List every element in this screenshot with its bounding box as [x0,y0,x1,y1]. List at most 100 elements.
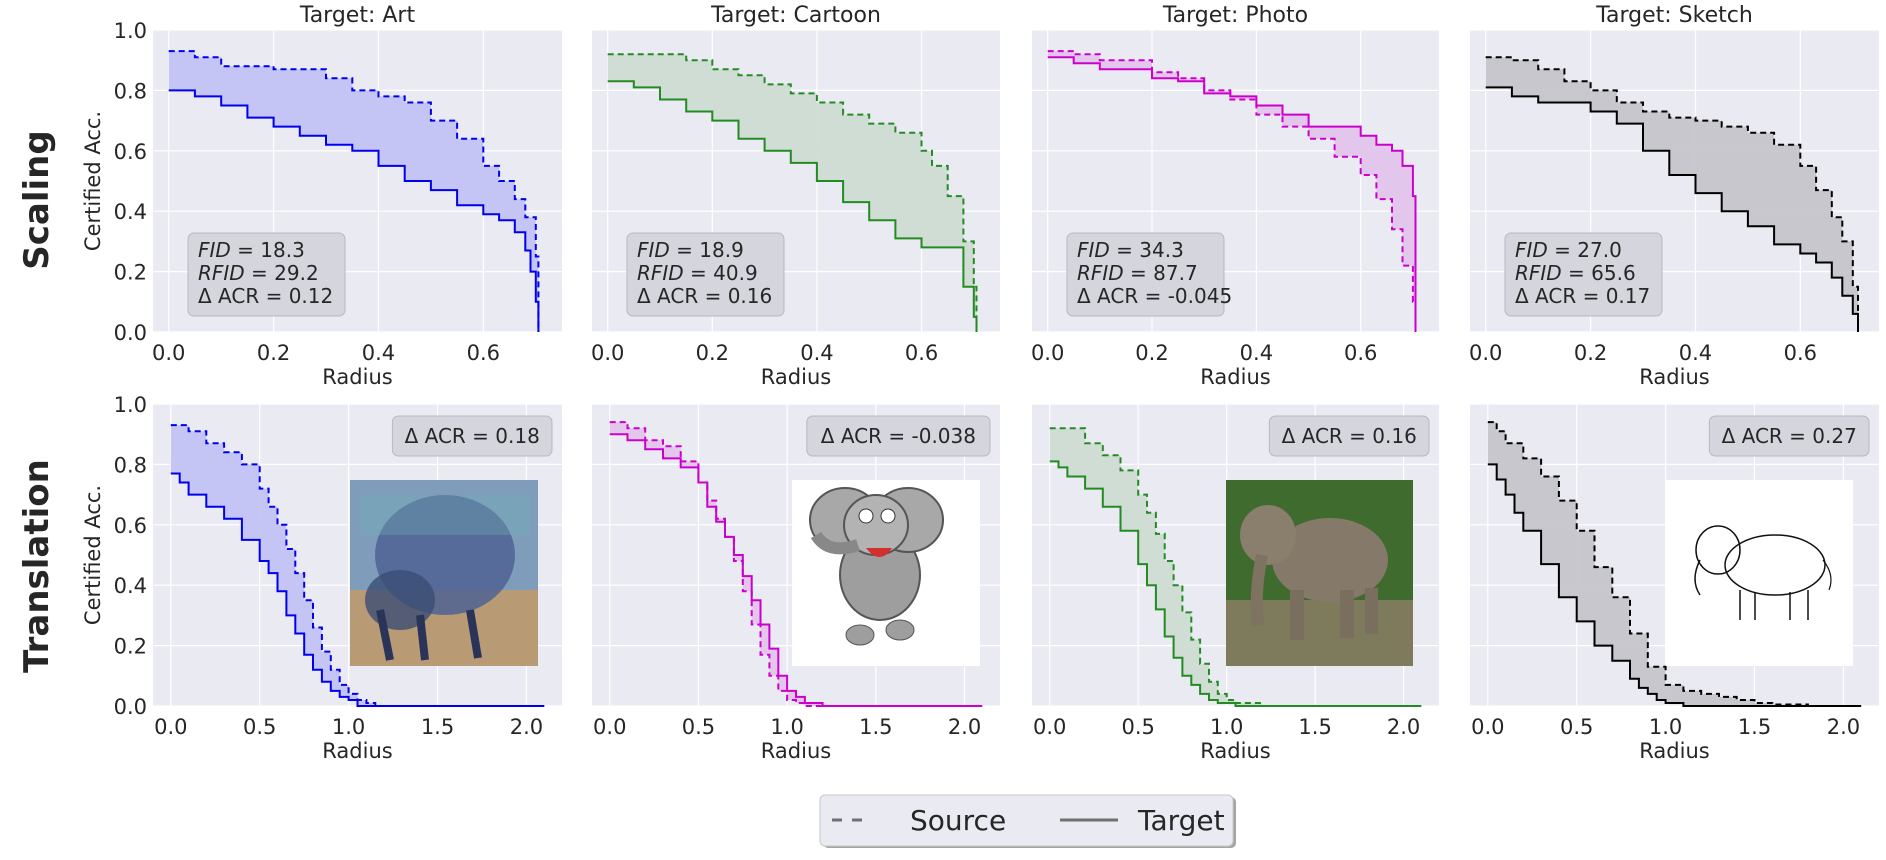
row-label-translation: Translation [17,459,57,673]
series-target-line [607,80,978,332]
annotation-text: Δ ACR = 0.27 [1722,424,1857,448]
x-axis-label: Radius [761,365,831,389]
series-source-line [1049,427,1422,707]
x-tick-label: 2.0 [510,715,543,739]
x-tick-label: 0.0 [152,341,185,365]
fill-between-area [1049,428,1422,706]
panel-title: Target: Cartoon [710,3,881,28]
fill-between-area [1485,57,1858,332]
x-axis-label: Radius [761,739,831,763]
x-tick-label: 0.5 [1560,715,1593,739]
series-target-line [170,472,545,707]
thumbnail-cartoon [792,480,980,666]
annotation-box [1504,232,1663,317]
x-tick-label: 1.5 [859,715,892,739]
x-axis-label: Radius [322,739,392,763]
y-axis-label: Certified Acc. [81,111,105,251]
annotation-text: FID = 18.9 [637,238,744,262]
y-tick-label: 0.8 [114,453,147,477]
annotation-text: RFID = 40.9 [637,261,758,285]
fill-between-area [170,425,545,706]
panel-title: Target: Sketch [1595,3,1753,28]
x-tick-label: 2.0 [1827,715,1860,739]
panel-scaling-4: 0.0 0.2 0.4 0.6 Target: Sketch Radius FID = 27… [1469,3,1879,389]
y-tick-label: 0.8 [114,79,147,103]
annotation-box [1268,415,1430,457]
x-tick-label: 0.2 [696,341,729,365]
panel-scaling-3: 0.0 0.2 0.4 0.6 Target: Photo Radius FID = 34.… [1031,3,1439,389]
x-tick-label: 1.5 [421,715,454,739]
annotation-text: Δ ACR = 0.16 [637,284,772,308]
x-tick-label: 2.0 [1387,715,1420,739]
panels: 0.0 0.2 0.4 0.6 0.0 0.2 0.4 0.6 0.8 1.0 Target: Ar… [81,3,1879,763]
y-tick-label: 0.4 [114,574,147,598]
thumbnail-photo [1226,480,1413,666]
annotation-box [187,232,346,317]
annotation-text: Δ ACR = 0.16 [1282,424,1417,448]
x-tick-label: 0.4 [1240,341,1273,365]
series-source-line [168,50,540,332]
x-tick-label: 0.5 [682,715,715,739]
x-tick-label: 0.0 [591,341,624,365]
panel-scaling-2: 0.0 0.2 0.4 0.6 Target: Cartoon Radius FID = 1… [591,3,1000,389]
annotation-text: RFID = 65.6 [1515,261,1636,285]
annotation-text: Δ ACR = 0.17 [1515,284,1650,308]
y-axis-label: Certified Acc. [81,485,105,625]
fill-between-area [1487,422,1862,706]
series-source-line [1047,50,1417,332]
x-tick-label: 0.6 [1784,341,1817,365]
legend-source-label: Source [910,804,1006,837]
legend-target-label: Target [1137,804,1225,837]
x-axis-label: Radius [1200,365,1270,389]
row-label-scaling: Scaling [17,130,57,269]
y-tick-label: 0.0 [114,321,147,345]
annotation-box [1708,415,1870,457]
panel-title: Target: Photo [1162,3,1308,28]
x-tick-label: 0.4 [362,341,395,365]
panel-scaling-1: 0.0 0.2 0.4 0.6 0.0 0.2 0.4 0.6 0.8 1.0 Target: Ar… [81,3,562,389]
fill-between-area [168,51,539,332]
y-tick-label: 0.2 [114,261,147,285]
x-tick-label: 2.0 [948,715,981,739]
y-tick-label: 0.0 [114,695,147,719]
x-tick-label: 1.0 [1210,715,1243,739]
x-tick-label: 1.5 [1738,715,1771,739]
y-tick-label: 1.0 [114,393,147,417]
x-tick-label: 0.0 [1033,715,1066,739]
annotation-text: Δ ACR = 0.18 [405,424,540,448]
annotation-text: Δ ACR = -0.038 [821,424,976,448]
annotation-text: RFID = 87.7 [1077,261,1198,285]
x-tick-label: 0.0 [154,715,187,739]
x-axis-label: Radius [1200,739,1270,763]
x-tick-label: 1.0 [332,715,365,739]
series-source-line [607,53,978,332]
x-axis-label: Radius [1639,739,1709,763]
x-tick-label: 1.5 [1298,715,1331,739]
x-tick-label: 0.4 [800,341,833,365]
series-target-line [168,89,540,332]
series-source-line [170,424,545,707]
series-target-line [1487,463,1862,707]
x-tick-label: 0.6 [905,341,938,365]
x-axis-label: Radius [322,365,392,389]
legend: Source Target [819,794,1236,848]
thumbnail-sketch [1666,480,1853,666]
y-tick-label: 0.4 [114,200,147,224]
x-tick-label: 0.4 [1679,341,1712,365]
x-tick-label: 0.5 [1121,715,1154,739]
annotation-box [626,232,785,317]
annotation-text: Δ ACR = 0.12 [198,284,333,308]
x-tick-label: 1.0 [1649,715,1682,739]
x-tick-label: 0.0 [593,715,626,739]
series-target-line [1049,460,1422,707]
annotation-text: RFID = 29.2 [198,261,319,285]
series-target-line [1047,56,1417,332]
annotation-text: FID = 34.3 [1077,238,1184,262]
panel-title: Target: Art [299,3,416,28]
series-source-line [1487,421,1862,707]
y-tick-label: 0.2 [114,635,147,659]
annotation-box [391,415,553,457]
x-tick-label: 0.6 [1344,341,1377,365]
x-tick-label: 0.5 [243,715,276,739]
